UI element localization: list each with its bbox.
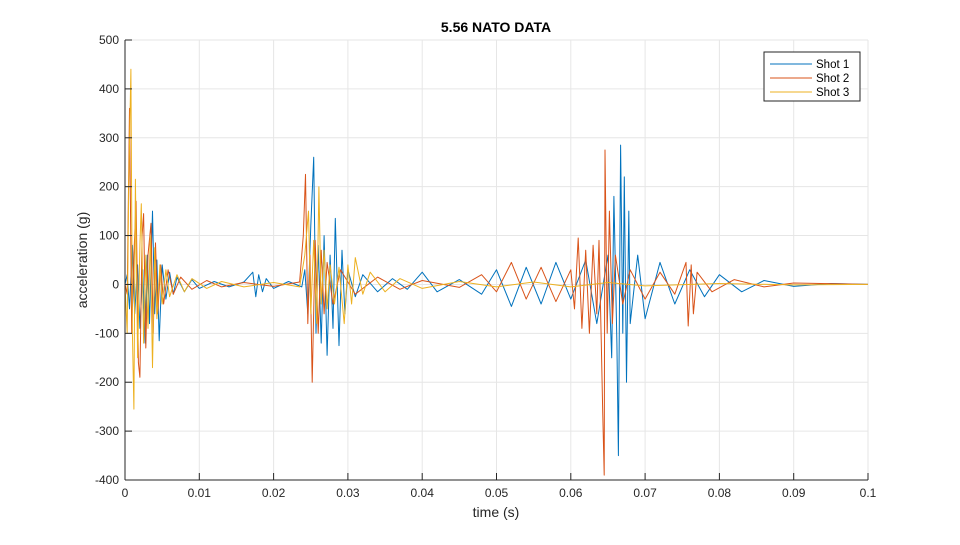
legend-box <box>763 51 861 102</box>
chart-title: 5.56 NATO DATA <box>441 19 551 35</box>
y-tick-label: -100 <box>95 326 119 340</box>
axes: 0 0.01 0.02 0.03 0.04 0.05 0.06 0.07 0.08 0.09 0.1… <box>95 33 877 500</box>
y-axis-label: acceleration (g) <box>74 212 90 309</box>
x-axis-label: time (s) <box>473 504 520 520</box>
x-tick-label: 0.01 <box>188 486 212 500</box>
x-tick-label: 0.1 <box>860 486 877 500</box>
y-tick-label: 0 <box>112 277 119 291</box>
y-tick-label: 100 <box>99 229 119 243</box>
y-tick-label: 500 <box>99 33 119 47</box>
x-tick-label: 0.06 <box>559 486 583 500</box>
y-tick-label: -300 <box>95 424 119 438</box>
y-tick-label: -200 <box>95 375 119 389</box>
y-tick-label: 300 <box>99 131 119 145</box>
x-tick-label: 0 <box>122 486 129 500</box>
legend-label: Shot 2 <box>816 73 849 85</box>
series-lines <box>124 68 869 476</box>
x-tick-label: 0.02 <box>262 486 286 500</box>
grid <box>124 39 869 481</box>
x-tick-label: 0.03 <box>336 486 360 500</box>
x-tick-label: 0.05 <box>485 486 509 500</box>
x-tick-label: 0.08 <box>708 486 732 500</box>
x-tick-label: 0.04 <box>411 486 435 500</box>
series-line-shot-3 <box>124 68 869 410</box>
y-tick-label: 200 <box>99 180 119 194</box>
legend: Shot 1 Shot 2 Shot 3 <box>763 51 861 102</box>
x-tick-label: 0.09 <box>782 486 806 500</box>
y-tick-label: 400 <box>99 82 119 96</box>
legend-label: Shot 1 <box>816 59 849 71</box>
x-tick-label: 0.07 <box>633 486 657 500</box>
y-tick-label: -400 <box>95 473 119 487</box>
legend-label: Shot 3 <box>816 87 849 99</box>
